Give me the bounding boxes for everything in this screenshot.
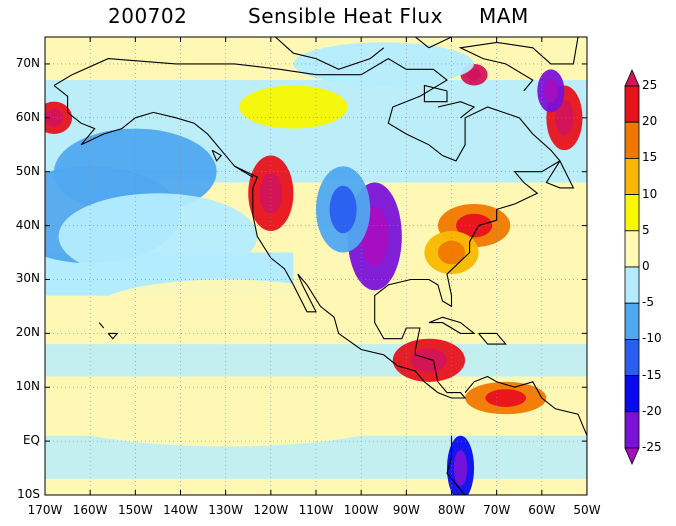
lat-label: 10S	[17, 487, 40, 501]
colorbar-top-arrow	[624, 69, 640, 87]
lat-label: 60N	[15, 109, 40, 124]
graticule	[45, 37, 587, 495]
field-cell	[293, 42, 475, 86]
lon-label: 100W	[343, 503, 379, 517]
field-cell-core	[410, 348, 447, 373]
flux-field-layer	[45, 37, 587, 495]
colorbar-label: 25	[642, 78, 658, 92]
field-cell-core	[485, 389, 527, 407]
lon-label: 130W	[208, 503, 244, 517]
lon-label: 160W	[72, 503, 108, 517]
coastline	[446, 435, 466, 495]
field-cell-core	[437, 240, 466, 265]
colorbar-label: -20	[642, 403, 662, 418]
field-band-tropical	[45, 344, 587, 377]
lon-label: 70W	[483, 503, 511, 517]
colorbar-box	[624, 338, 640, 376]
field-cell-core	[467, 68, 481, 81]
coastline	[464, 375, 587, 495]
lon-label: 140W	[163, 503, 198, 517]
field-cell-core	[45, 108, 64, 127]
coastline	[211, 149, 223, 162]
colorbar-box	[624, 266, 640, 304]
colorbar-label: 10	[642, 186, 658, 201]
coastline	[98, 322, 105, 329]
lon-label: 60W	[528, 503, 556, 517]
coastline	[437, 101, 476, 119]
colorbar-box	[624, 121, 640, 159]
lat-label: 40N	[15, 217, 40, 232]
colorbar-box	[624, 85, 640, 123]
field-cell	[90, 279, 362, 345]
coastline	[414, 37, 452, 49]
colorbar-box	[624, 375, 640, 413]
lat-label: 30N	[15, 271, 40, 286]
colorbar-label: -25	[642, 440, 662, 454]
coastline	[478, 332, 507, 345]
field-cell	[239, 85, 348, 129]
lon-label: 90W	[392, 503, 420, 517]
coastline	[234, 165, 254, 178]
axis-ticks	[44, 37, 588, 496]
colorbar-box	[624, 411, 640, 449]
lon-label: 120W	[253, 503, 289, 517]
lat-label: 50N	[15, 163, 40, 178]
colorbar-label: -10	[642, 331, 662, 346]
colorbar-label: -5	[642, 295, 654, 310]
colorbar-label: 15	[642, 150, 658, 165]
field-cell-core	[544, 79, 558, 103]
title-variable: Sensible Heat Flux	[248, 4, 443, 28]
figure-title: 200702 Sensible Heat Flux MAM	[0, 4, 676, 34]
lon-label: 80W	[437, 503, 466, 517]
coastline	[428, 316, 476, 334]
field-cell-core	[555, 100, 574, 136]
lat-label: 10N	[15, 379, 40, 394]
colorbar-box	[624, 157, 640, 195]
lat-label: 70N	[15, 55, 40, 70]
colorbar-label: 0	[642, 259, 650, 273]
field-cell-core	[329, 185, 357, 234]
coastline	[545, 160, 575, 189]
lon-label: 50W	[573, 503, 601, 517]
colorbar	[624, 69, 640, 465]
title-date: 200702	[108, 4, 188, 28]
coastline	[53, 57, 561, 399]
colorbar-bottom-arrow	[624, 447, 640, 465]
lat-label: EQ	[22, 433, 40, 448]
field-cell	[45, 381, 407, 447]
coastline	[275, 37, 385, 70]
field-cell	[58, 193, 258, 280]
colorbar-label: -15	[642, 367, 662, 382]
colorbar-label: 5	[642, 222, 650, 237]
lon-label: 150W	[117, 503, 153, 517]
colorbar-box	[624, 230, 640, 268]
lat-label: 20N	[15, 325, 40, 340]
field-cell-core	[456, 213, 493, 238]
coastline	[458, 37, 579, 92]
colorbar-box	[624, 194, 640, 232]
coastline	[107, 332, 119, 340]
coastline	[423, 84, 448, 103]
field-cell-core	[453, 450, 468, 486]
field-cell	[54, 128, 217, 215]
coastline-layer	[53, 37, 587, 495]
colorbar-box	[624, 302, 640, 340]
title-season: MAM	[479, 4, 529, 28]
colorbar-label: 20	[642, 114, 658, 129]
lon-label: 110W	[298, 503, 334, 517]
lon-label: 170W	[27, 503, 63, 517]
